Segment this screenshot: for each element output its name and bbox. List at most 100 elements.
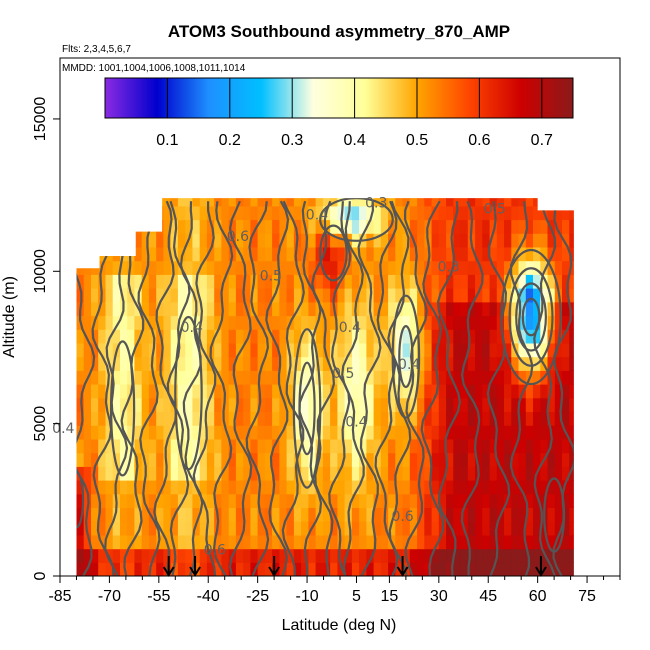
heat-cell (286, 274, 295, 289)
heat-cell (351, 521, 360, 536)
heat-cell (380, 288, 389, 303)
heat-cell (511, 198, 520, 207)
heat-cell (286, 493, 295, 508)
heat-cell (214, 534, 222, 550)
heat-cell (417, 438, 425, 454)
heat-cell (301, 288, 309, 303)
heat-cell (569, 233, 574, 248)
heat-cell (134, 384, 143, 399)
heat-cell (525, 219, 534, 234)
heat-cell (134, 521, 143, 536)
heat-cell (388, 521, 396, 536)
heat-cell (264, 329, 273, 344)
heat-cell (533, 493, 541, 508)
heat-cell (134, 315, 143, 330)
heat-cell (366, 562, 375, 576)
heat-cell (511, 233, 520, 248)
heat-cell (221, 493, 230, 508)
heat-cell (112, 274, 121, 289)
heat-cell (482, 466, 491, 481)
heat-cell (388, 397, 396, 412)
contour-label: 0.5 (484, 201, 506, 217)
heat-cell (293, 274, 302, 289)
heat-cell (301, 438, 309, 454)
colorbar: 0.1 0.2 0.3 0.4 0.5 0.6 0.7 (104, 77, 574, 149)
heat-cell (76, 205, 85, 221)
heat-cell (337, 411, 346, 426)
heat-cell (540, 288, 549, 303)
heat-cell (127, 507, 135, 522)
heat-cell (366, 219, 375, 234)
heat-cell (438, 288, 447, 303)
heat-cell (141, 507, 150, 522)
heat-cell (431, 493, 440, 508)
heat-cell (112, 397, 121, 412)
heat-cell (279, 329, 288, 344)
heat-cell (250, 329, 259, 344)
heat-cell (272, 452, 280, 467)
heat-cell (554, 219, 563, 234)
contour-line (281, 200, 305, 576)
heat-cell (98, 356, 106, 371)
heat-cell (525, 480, 534, 495)
heat-cell (518, 288, 527, 303)
heat-cell (141, 260, 150, 275)
heat-cell (562, 198, 570, 207)
heat-cell (279, 288, 288, 303)
heat-cell (279, 534, 288, 550)
heat-cell (373, 562, 382, 576)
heat-cell (105, 438, 114, 454)
heat-cell (91, 246, 99, 262)
heat-cell (431, 521, 440, 536)
heat-cell (264, 438, 273, 454)
heat-cell (98, 411, 106, 426)
heat-cell (228, 534, 237, 550)
heat-cell (489, 246, 498, 262)
heat-cell (112, 507, 121, 522)
heat-cell (163, 493, 172, 508)
heat-cell (359, 288, 367, 303)
heat-cell (83, 356, 92, 371)
heat-cell (359, 452, 367, 467)
heat-cell (148, 246, 157, 262)
heat-cell (264, 521, 273, 536)
heat-cell (359, 329, 367, 344)
heat-cell (228, 274, 237, 289)
heat-cell (272, 342, 280, 358)
heat-cell (112, 205, 121, 221)
heat-cell (199, 452, 208, 467)
heat-cell (272, 397, 280, 412)
heat-cell (417, 329, 425, 344)
heat-cell (105, 493, 114, 508)
heat-cell (156, 219, 164, 234)
heat-cell (141, 315, 150, 330)
heat-cell (540, 480, 549, 495)
heat-cell (235, 315, 244, 330)
heat-cell (511, 425, 520, 440)
heat-cell (533, 233, 541, 248)
heat-cell (98, 315, 106, 330)
heat-cell (533, 480, 541, 495)
heat-cell (112, 452, 121, 467)
heat-cell (475, 397, 483, 412)
heat-cell (228, 521, 237, 536)
heat-cell (83, 466, 92, 481)
heat-cell (446, 480, 454, 495)
contour-loop (174, 315, 203, 471)
heat-cell (91, 480, 99, 495)
heat-cell (388, 452, 396, 467)
colorbar-tick-label: 0.2 (219, 132, 241, 149)
heat-cell (380, 329, 389, 344)
heat-cell (272, 411, 280, 426)
heat-cell (453, 562, 462, 576)
heat-cell (547, 205, 556, 221)
heat-cell (402, 521, 411, 536)
heat-cell (221, 438, 230, 454)
heat-cell (547, 466, 556, 481)
heat-cell (380, 521, 389, 536)
heat-cell (373, 205, 382, 221)
heat-cell (380, 315, 389, 330)
heat-cell (264, 219, 273, 234)
heat-cell (98, 301, 106, 317)
heat-cell (380, 466, 389, 481)
